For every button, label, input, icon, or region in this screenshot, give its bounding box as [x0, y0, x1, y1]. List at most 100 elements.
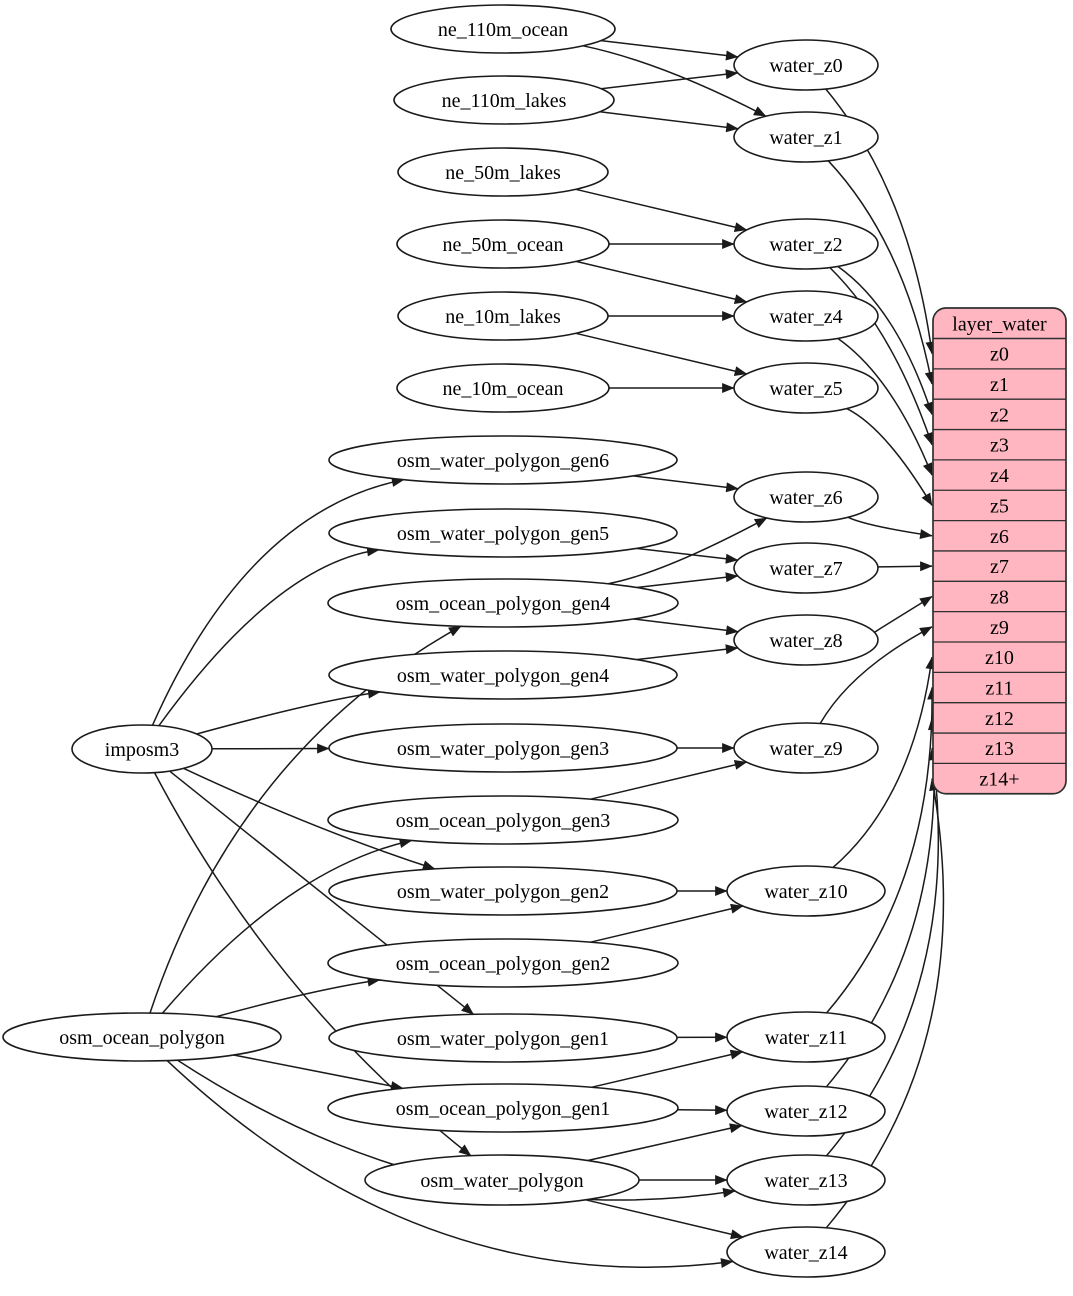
table-row-z14+: z14+ — [979, 769, 1019, 791]
table-row-label-z8: z8 — [990, 586, 1009, 608]
table-title: layer_water — [952, 313, 1047, 335]
table-row-label-z3: z3 — [990, 435, 1009, 457]
edge-water_z4-to-z4 — [837, 337, 933, 476]
edge-osm_water_polygon-to-water_z12 — [587, 1123, 743, 1162]
node-osm_water_polygon: osm_water_polygon — [364, 1154, 640, 1206]
table-row-z4: z4 — [990, 465, 1009, 487]
node-label-osm_water_polygon_gen5: osm_water_polygon_gen5 — [397, 523, 609, 545]
node-label-osm_ocean_polygon: osm_ocean_polygon — [59, 1027, 225, 1049]
node-osm_ocean_polygon_gen4: osm_ocean_polygon_gen4 — [327, 578, 679, 628]
table-row-label-z13: z13 — [985, 738, 1014, 760]
node-label-ne_50m_ocean: ne_50m_ocean — [442, 234, 563, 256]
table-row-label-z10: z10 — [985, 647, 1014, 669]
node-ellipse-osm_ocean_polygon — [2, 1012, 282, 1062]
table-row-label-z7: z7 — [990, 556, 1009, 578]
table-row-label-z5: z5 — [990, 495, 1009, 517]
node-label-osm_water_polygon_gen2: osm_water_polygon_gen2 — [397, 881, 609, 903]
table-row-z5: z5 — [990, 495, 1009, 517]
edge-osm_ocean_polygon-to-water_z14 — [166, 1060, 734, 1268]
node-osm_water_polygon_gen5: osm_water_polygon_gen5 — [328, 508, 678, 558]
table-row-label-z6: z6 — [990, 526, 1009, 548]
table-row-z2: z2 — [990, 404, 1009, 426]
node-water_z1: water_z1 — [733, 111, 879, 163]
node-ellipse-ne_110m_ocean — [390, 4, 616, 54]
edge-ne_110m_lakes-to-water_z1 — [599, 111, 739, 133]
node-label-osm_ocean_polygon_gen3: osm_ocean_polygon_gen3 — [396, 810, 610, 832]
node-label-osm_ocean_polygon_gen2: osm_ocean_polygon_gen2 — [396, 953, 610, 975]
node-water_z9: water_z9 — [733, 722, 879, 774]
node-label-water_z0: water_z0 — [769, 55, 842, 77]
node-water_z4: water_z4 — [733, 290, 879, 342]
node-ellipse-water_z13 — [726, 1154, 886, 1206]
node-label-osm_water_polygon_gen1: osm_water_polygon_gen1 — [397, 1028, 609, 1050]
node-ellipse-osm_ocean_polygon_gen1 — [327, 1083, 679, 1133]
table-layer_water: layer_water z0 z1 z2 z3 z4 z5 z6 z7 z8 z9 z10 z11 z12… — [932, 307, 1067, 795]
node-water_z10: water_z10 — [726, 865, 886, 917]
table-row-label-z4: z4 — [990, 465, 1009, 487]
node-ellipse-water_z5 — [733, 362, 879, 414]
edge-osm_water_polygon-to-water_z14 — [585, 1199, 744, 1240]
node-water_z14: water_z14 — [726, 1226, 886, 1278]
node-ellipse-water_z4 — [733, 290, 879, 342]
node-water_z12: water_z12 — [726, 1085, 886, 1137]
edge-imposm3-to-osm_water_polygon_gen5 — [158, 546, 380, 727]
node-osm_water_polygon_gen1: osm_water_polygon_gen1 — [328, 1013, 678, 1063]
edge-water_z8-to-z8 — [873, 595, 933, 634]
node-ellipse-osm_water_polygon — [364, 1154, 640, 1206]
node-osm_ocean_polygon_gen2: osm_ocean_polygon_gen2 — [327, 938, 679, 988]
node-ellipse-water_z11 — [726, 1011, 886, 1063]
node-ellipse-water_z6 — [733, 471, 879, 523]
nodes-layer: ne_110m_ocean ne_110m_lakes ne_50m_lakesne… — [2, 4, 886, 1278]
node-label-ne_10m_ocean: ne_10m_ocean — [442, 378, 563, 400]
node-label-water_z6: water_z6 — [769, 487, 842, 509]
edge-osm_water_polygon_gen6-to-water_z6 — [633, 475, 739, 493]
edge-osm_ocean_polygon_gen4-to-water_z8 — [633, 618, 739, 636]
node-ne_110m_lakes: ne_110m_lakes — [393, 75, 615, 125]
node-label-water_z5: water_z5 — [769, 378, 842, 400]
node-label-water_z2: water_z2 — [769, 234, 842, 256]
node-ellipse-osm_water_polygon_gen1 — [328, 1013, 678, 1063]
edge-osm_ocean_polygon_gen1-to-water_z12 — [677, 1105, 728, 1116]
node-osm_water_polygon_gen3: osm_water_polygon_gen3 — [328, 723, 678, 773]
table-row-z1: z1 — [990, 374, 1009, 396]
node-imposm3: imposm3 — [71, 724, 213, 774]
node-ellipse-water_z0 — [733, 39, 879, 91]
node-ellipse-ne_50m_ocean — [396, 219, 610, 269]
table-row-z12: z12 — [985, 708, 1014, 730]
node-ellipse-osm_water_polygon_gen4 — [328, 650, 678, 700]
table-row-label-z0: z0 — [990, 344, 1009, 366]
node-ellipse-ne_10m_ocean — [396, 363, 610, 413]
edge-osm_water_polygon_gen5-to-water_z7 — [636, 547, 739, 564]
node-label-water_z14: water_z14 — [764, 1242, 847, 1264]
table-row-z0: z0 — [990, 344, 1009, 366]
node-label-imposm3: imposm3 — [105, 739, 179, 761]
table-row-z3: z3 — [990, 435, 1009, 457]
table-row-z8: z8 — [990, 586, 1009, 608]
node-osm_water_polygon_gen6: osm_water_polygon_gen6 — [328, 435, 678, 485]
node-ellipse-water_z7 — [733, 542, 879, 594]
node-label-water_z4: water_z4 — [769, 306, 842, 328]
edge-water_z7-to-z7 — [877, 561, 933, 572]
edge-ne_110m_lakes-to-water_z0 — [601, 69, 739, 90]
edge-water_z1-to-z1 — [827, 160, 935, 385]
edge-water_z6-to-z6 — [847, 516, 933, 539]
table-row-label-z12: z12 — [985, 708, 1014, 730]
node-ne_50m_ocean: ne_50m_ocean — [396, 219, 610, 269]
edge-osm_ocean_polygon-to-osm_ocean_polygon_gen2 — [215, 976, 381, 1018]
table-row-z13: z13 — [985, 738, 1014, 760]
edge-osm_ocean_polygon-to-osm_ocean_polygon_gen3 — [161, 838, 413, 1014]
edge-water_z2-to-z2 — [837, 265, 934, 415]
node-ellipse-osm_ocean_polygon_gen3 — [327, 795, 679, 845]
node-water_z11: water_z11 — [726, 1011, 886, 1063]
node-label-osm_water_polygon_gen6: osm_water_polygon_gen6 — [397, 450, 609, 472]
node-ellipse-water_z10 — [726, 865, 886, 917]
node-label-water_z11: water_z11 — [765, 1027, 848, 1049]
edge-osm_ocean_polygon_gen4-to-water_z7 — [636, 572, 739, 589]
node-water_z0: water_z0 — [733, 39, 879, 91]
edge-osm_ocean_polygon_gen1-to-water_z11 — [591, 1049, 744, 1089]
node-water_z7: water_z7 — [733, 542, 879, 594]
node-ellipse-water_z14 — [726, 1226, 886, 1278]
table-row-label-z11: z11 — [985, 678, 1013, 700]
node-ne_10m_lakes: ne_10m_lakes — [397, 291, 609, 341]
